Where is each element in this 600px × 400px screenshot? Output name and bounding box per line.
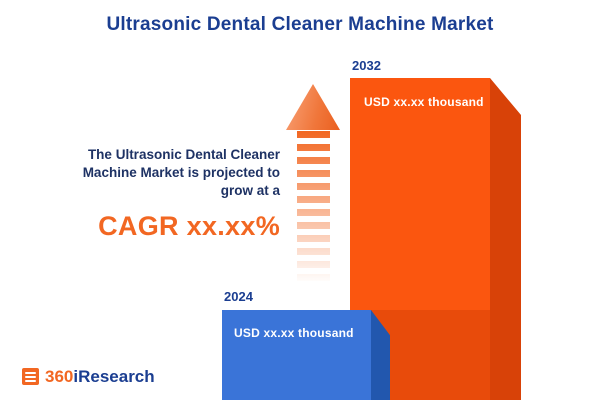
year-label-2032: 2032	[352, 58, 381, 73]
projection-line-2: Machine Market is projected to	[82, 165, 280, 181]
projection-text: The Ultrasonic Dental Cleaner Machine Ma…	[40, 146, 280, 242]
bar-2024-side-face	[371, 310, 390, 400]
value-label-2032: USD xx.xx thousand	[364, 95, 484, 109]
year-label-2024: 2024	[224, 289, 253, 304]
cagr-value: CAGR xx.xx%	[98, 210, 280, 241]
bar-2024	[222, 310, 371, 400]
logo-text-360: 360	[45, 367, 74, 386]
bar-2032-lower-shade	[371, 310, 490, 400]
logo-text-iresearch: iResearch	[73, 367, 155, 386]
logo: 360iResearch	[22, 368, 155, 385]
logo-icon	[22, 368, 39, 385]
page-title: Ultrasonic Dental Cleaner Machine Market	[106, 14, 494, 35]
projection-line-3: grow at a	[220, 183, 280, 199]
growth-arrow-icon	[286, 84, 340, 130]
logo-text: 360iResearch	[45, 368, 155, 385]
bar-2032-side-face	[490, 78, 521, 400]
growth-arrow-fade	[296, 131, 331, 284]
value-label-2024: USD xx.xx thousand	[234, 326, 354, 340]
projection-line-1: The Ultrasonic Dental Cleaner	[87, 147, 280, 162]
